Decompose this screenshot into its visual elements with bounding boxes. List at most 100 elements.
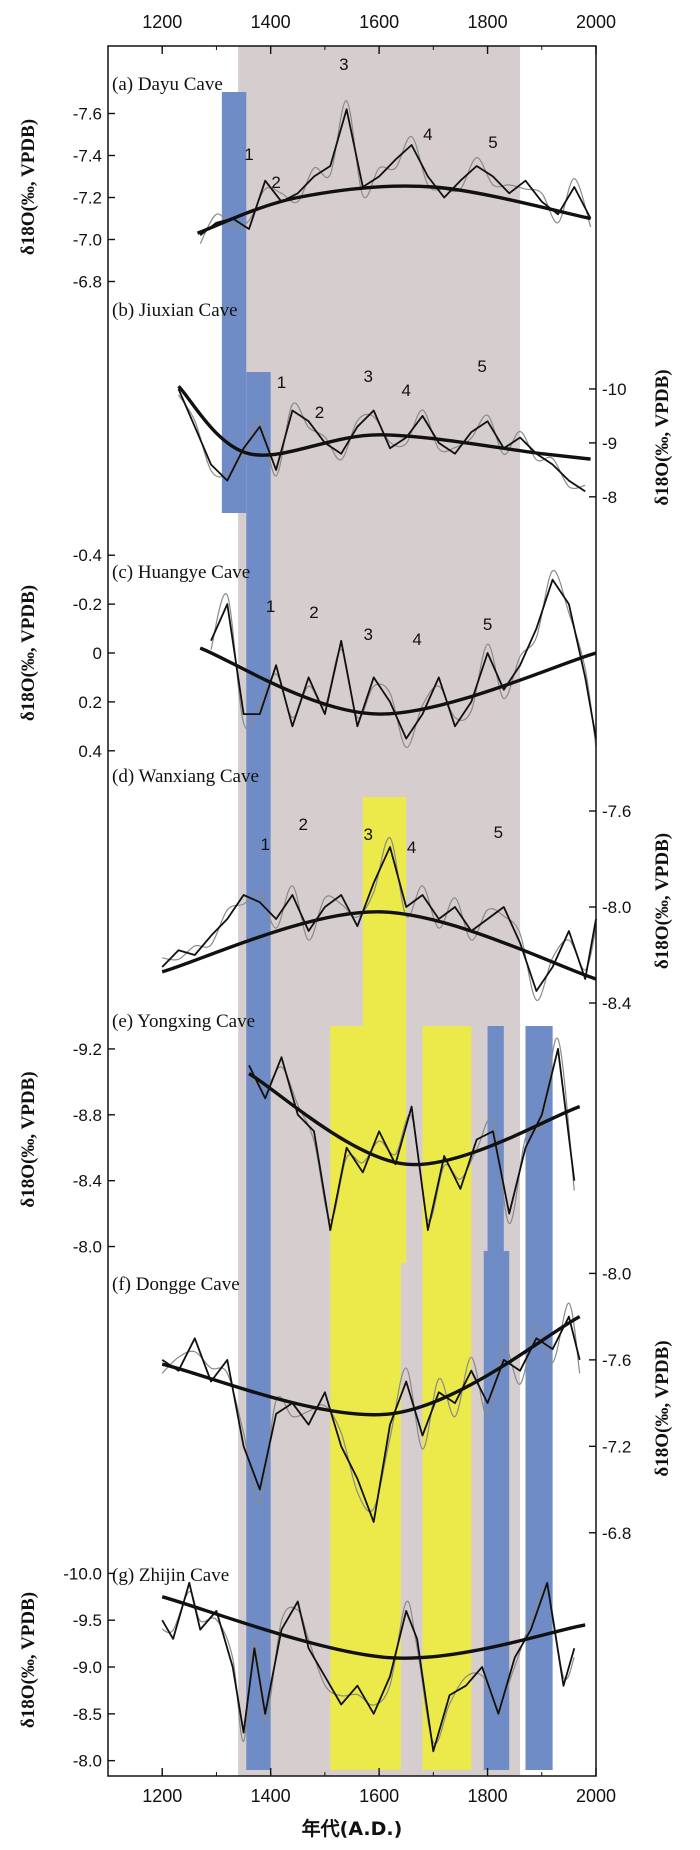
y-tick-label-c-2: -0.2 (73, 595, 102, 614)
y-tick-label-f-2: -7.6 (602, 1351, 631, 1370)
x-tick-label-bottom-3: 1600 (359, 1786, 399, 1806)
smoothed-series-g (161, 1581, 576, 1753)
y-axis-title-g: δ18O(‰, VPDB) (18, 1592, 39, 1728)
y-axis-title-f: δ18O(‰, VPDB) (652, 1340, 673, 1476)
smoothed-series-c (210, 578, 597, 740)
y-axis-title-c: δ18O(‰, VPDB) (18, 585, 39, 721)
y-axes: -7.6 -7.4 -7.2 -7.0 -6.8 δ18O(‰, VPDB) -10 -9 -8… (18, 105, 673, 1771)
smoothed-series-e (248, 1048, 576, 1231)
y-tick-label-d-1: -8.4 (602, 994, 631, 1013)
event-marker-c-3: 3 (364, 625, 373, 644)
event-marker-b-3: 3 (364, 367, 373, 386)
y-tick-label-d-3: -7.6 (602, 802, 631, 821)
panel-e: (e) Yongxing Cave (112, 1011, 581, 1231)
smoothed-series-f (161, 1315, 581, 1523)
event-marker-c-2: 2 (309, 603, 318, 622)
trend-curve-f (161, 1315, 581, 1417)
event-marker-d-2: 2 (298, 815, 307, 834)
y-tick-label-c-3: 0 (93, 644, 102, 663)
event-marker-a-5: 5 (488, 133, 497, 152)
y-axis-c: -0.4 -0.2 0 0.2 0.4 δ18O(‰, VPDB) (18, 546, 115, 761)
y-tick-label-c-1: -0.4 (73, 546, 102, 565)
trend-curve-d (161, 910, 597, 981)
event-marker-a-3: 3 (339, 55, 348, 74)
panel-g: (g) Zhijin Cave (112, 1565, 586, 1753)
panel-b: (b) Jiuxian Cave 1 2 3 4 5 (112, 300, 591, 493)
y-tick-label-a-2: -7.4 (73, 147, 102, 166)
x-tick-label-bottom-5: 2000 (576, 1786, 616, 1806)
y-tick-label-f-4: -6.8 (602, 1524, 631, 1543)
y-tick-label-f-3: -7.2 (602, 1437, 631, 1456)
event-marker-c-1: 1 (266, 597, 275, 616)
x-tick-label-top-5: 2000 (576, 12, 616, 32)
panel-a: (a) Dayu Cave 12 3 4 5 (112, 55, 592, 244)
panel-d: (d) Wanxiang Cave 1 2 3 4 5 (112, 766, 597, 1001)
event-marker-c-4: 4 (412, 630, 421, 649)
smoothed-series-d (161, 846, 597, 992)
smoothed-series-b (177, 388, 586, 493)
y-axis-e: -9.2 -8.8 -8.4 -8.0 δ18O(‰, VPDB) (18, 1040, 115, 1257)
panel-c: (c) Huangye Cave 1 2 3 4 5 (112, 562, 597, 749)
x-tick-label-bottom-2: 1400 (251, 1786, 291, 1806)
y-tick-label-a-3: -7.2 (73, 189, 102, 208)
event-marker-a-1: 1 (244, 145, 253, 164)
event-marker-d-5: 5 (494, 823, 503, 842)
event-marker-a-4: 4 (423, 125, 432, 144)
blue-bar-2 (246, 372, 271, 1770)
y-tick-label-c-5: 0.4 (78, 742, 102, 761)
y-tick-label-e-1: -9.2 (73, 1040, 102, 1059)
trend-curve-c (199, 646, 597, 716)
x-tick-label-top-3: 1600 (359, 12, 399, 32)
event-marker-b-4: 4 (401, 381, 410, 400)
y-axis-f: -8.0 -7.6 -7.2 -6.8 δ18O(‰, VPDB) (589, 1264, 673, 1543)
y-tick-label-a-5: -6.8 (73, 273, 102, 292)
x-tick-label-bottom-4: 1800 (468, 1786, 508, 1806)
event-marker-d-1: 1 (261, 835, 270, 854)
panel-label-d: (d) Wanxiang Cave (112, 766, 259, 787)
x-tick-label-top-1: 1200 (142, 12, 182, 32)
y-tick-label-g-2: -9.5 (73, 1611, 102, 1630)
y-tick-label-g-4: -8.5 (73, 1705, 102, 1724)
x-tick-label-top-4: 1800 (468, 12, 508, 32)
y-axis-a: -7.6 -7.4 -7.2 -7.0 -6.8 δ18O(‰, VPDB) (18, 105, 115, 292)
panel-label-b: (b) Jiuxian Cave (112, 300, 238, 321)
y-axis-title-d: δ18O(‰, VPDB) (652, 833, 673, 969)
y-tick-label-g-1: -10.0 (63, 1564, 102, 1583)
y-tick-label-c-4: 0.2 (78, 693, 102, 712)
y-tick-label-b-1: -10 (602, 380, 627, 399)
y-tick-label-b-3: -8 (602, 488, 617, 507)
blue-bar-5 (525, 1026, 553, 1770)
trend-curve-b (177, 385, 591, 461)
y-tick-label-f-1: -8.0 (602, 1264, 631, 1283)
y-tick-label-e-4: -8.0 (73, 1238, 102, 1257)
y-tick-label-a-4: -7.0 (73, 231, 102, 250)
raw-series-a (199, 100, 592, 244)
y-tick-label-g-5: -8.0 (73, 1752, 102, 1771)
x-axes: 1200 1200 1400 1400 1600 1600 1800 1800 2000 2000 (107, 12, 616, 1806)
y-tick-label-b-2: -9 (602, 434, 617, 453)
panel-label-e: (e) Yongxing Cave (112, 1011, 255, 1032)
y-axis-d: -8.4 -8.0 -7.6 δ18O(‰, VPDB) (589, 802, 673, 1013)
event-marker-d-3: 3 (364, 825, 373, 844)
event-marker-b-1: 1 (277, 373, 286, 392)
y-tick-label-a-1: -7.6 (73, 105, 102, 124)
panel-label-g: (g) Zhijin Cave (112, 1565, 229, 1586)
event-marker-b-5: 5 (477, 357, 486, 376)
plot-frame (107, 45, 597, 1777)
x-tick-label-bottom-1: 1200 (142, 1786, 182, 1806)
y-tick-label-e-3: -8.4 (73, 1172, 102, 1191)
x-tick-label-top-2: 1400 (251, 12, 291, 32)
panel-label-c: (c) Huangye Cave (112, 562, 250, 583)
event-marker-d-4: 4 (407, 838, 416, 857)
panel-label-f: (f) Dongge Cave (112, 1274, 240, 1295)
panel-f: (f) Dongge Cave (112, 1274, 581, 1523)
y-axis-title-b: δ18O(‰, VPDB) (652, 369, 673, 505)
y-axis-g: -10.0 -9.5 -9.0 -8.5 -8.0 δ18O(‰, VPDB) (18, 1564, 115, 1771)
trend-curve-a (196, 184, 591, 235)
y-axis-title-a: δ18O(‰, VPDB) (18, 119, 39, 255)
panel-label-a: (a) Dayu Cave (112, 74, 223, 95)
y-tick-label-g-3: -9.0 (73, 1658, 102, 1677)
event-marker-c-5: 5 (483, 615, 492, 634)
y-axis-b: -10 -9 -8 δ18O(‰, VPDB) (589, 369, 673, 507)
